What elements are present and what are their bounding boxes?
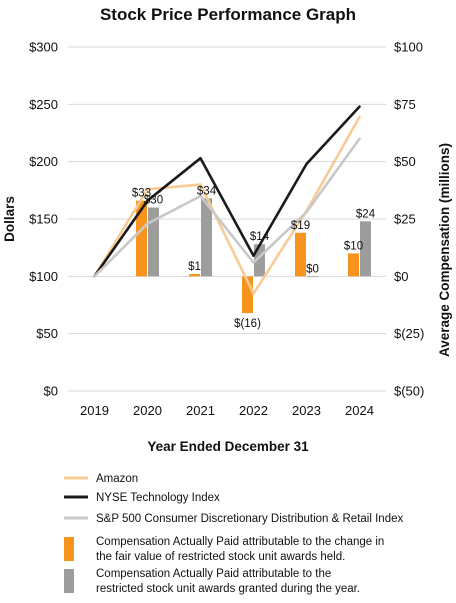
legend-label: Compensation Actually Paid attributable … [96, 536, 384, 563]
y-axis-right-ticks: $(50) $(25) $0 $25 $50 $75 $100 [394, 40, 424, 399]
y-tick-label: $150 [29, 212, 58, 227]
bar [360, 221, 371, 277]
bar-data-label: $19 [291, 220, 310, 232]
bar-data-label: $34 [197, 185, 217, 197]
legend-swatch [64, 537, 74, 561]
bar-data-label: $1 [188, 261, 201, 273]
y-axis-left-ticks: $0 $50 $100 $150 $200 $250 $300 [29, 40, 58, 399]
bar [242, 276, 253, 314]
bar [148, 207, 159, 277]
legend-label: NYSE Technology Index [96, 492, 220, 504]
bar [254, 244, 265, 277]
bar-data-label: $33 [132, 188, 151, 200]
gridlines [68, 46, 386, 392]
y2-tick-label: $25 [394, 212, 416, 227]
x-tick-label: 2019 [80, 403, 109, 418]
bar [295, 232, 306, 277]
x-tick-label: 2021 [186, 403, 215, 418]
x-tick-label: 2024 [345, 403, 374, 418]
y-tick-label: $100 [29, 269, 58, 284]
y2-tick-label: $0 [394, 269, 408, 284]
bar-data-label: $(16) [234, 318, 261, 330]
bar-data-label: $10 [344, 240, 363, 252]
legend: Amazon NYSE Technology Index S&P 500 Consu… [64, 473, 403, 595]
y2-tick-label: $(50) [394, 384, 424, 399]
y-tick-label: $50 [36, 326, 58, 341]
bar-data-label: $0 [306, 263, 319, 275]
legend-label: S&P 500 Consumer Discretionary Distribut… [96, 513, 403, 525]
x-tick-label: 2023 [292, 403, 321, 418]
x-axis-title: Year Ended December 31 [147, 439, 309, 454]
legend-swatch [64, 569, 74, 593]
bar [136, 200, 147, 277]
bar [348, 253, 359, 277]
series-line [93, 137, 361, 278]
chart-title: Stock Price Performance Graph [100, 5, 356, 24]
y2-tick-label: $50 [394, 154, 416, 169]
bar-series [136, 198, 371, 314]
bar-data-labels: $33 $1 $(16) $19 $10 $30 $34 $14 $0 $24 [132, 185, 376, 330]
y-tick-label: $200 [29, 154, 58, 169]
y-axis-title: Dollars [2, 196, 17, 242]
line-series [93, 105, 361, 295]
bar-data-label: $14 [250, 231, 270, 243]
bar [201, 198, 212, 277]
bar-data-label: $24 [356, 208, 376, 220]
series-line [93, 115, 361, 295]
bar-data-label: $30 [144, 195, 163, 207]
legend-label: Compensation Actually Paid attributable … [96, 568, 360, 595]
y-tick-label: $0 [44, 384, 58, 399]
bar [307, 276, 318, 278]
bar [189, 274, 200, 277]
y-tick-label: $300 [29, 40, 58, 55]
x-tick-label: 2022 [239, 403, 268, 418]
y2-tick-label: $100 [394, 40, 423, 55]
legend-label: Amazon [96, 473, 138, 485]
y-tick-label: $250 [29, 97, 58, 112]
y2-tick-label: $75 [394, 97, 416, 112]
x-axis-ticks: 2019 2020 2021 2022 2023 2024 [80, 403, 374, 418]
x-tick-label: 2020 [133, 403, 162, 418]
y2-tick-label: $(25) [394, 326, 424, 341]
y2-axis-title: Average Compensation (millions) [437, 143, 452, 357]
series-line [93, 105, 361, 278]
